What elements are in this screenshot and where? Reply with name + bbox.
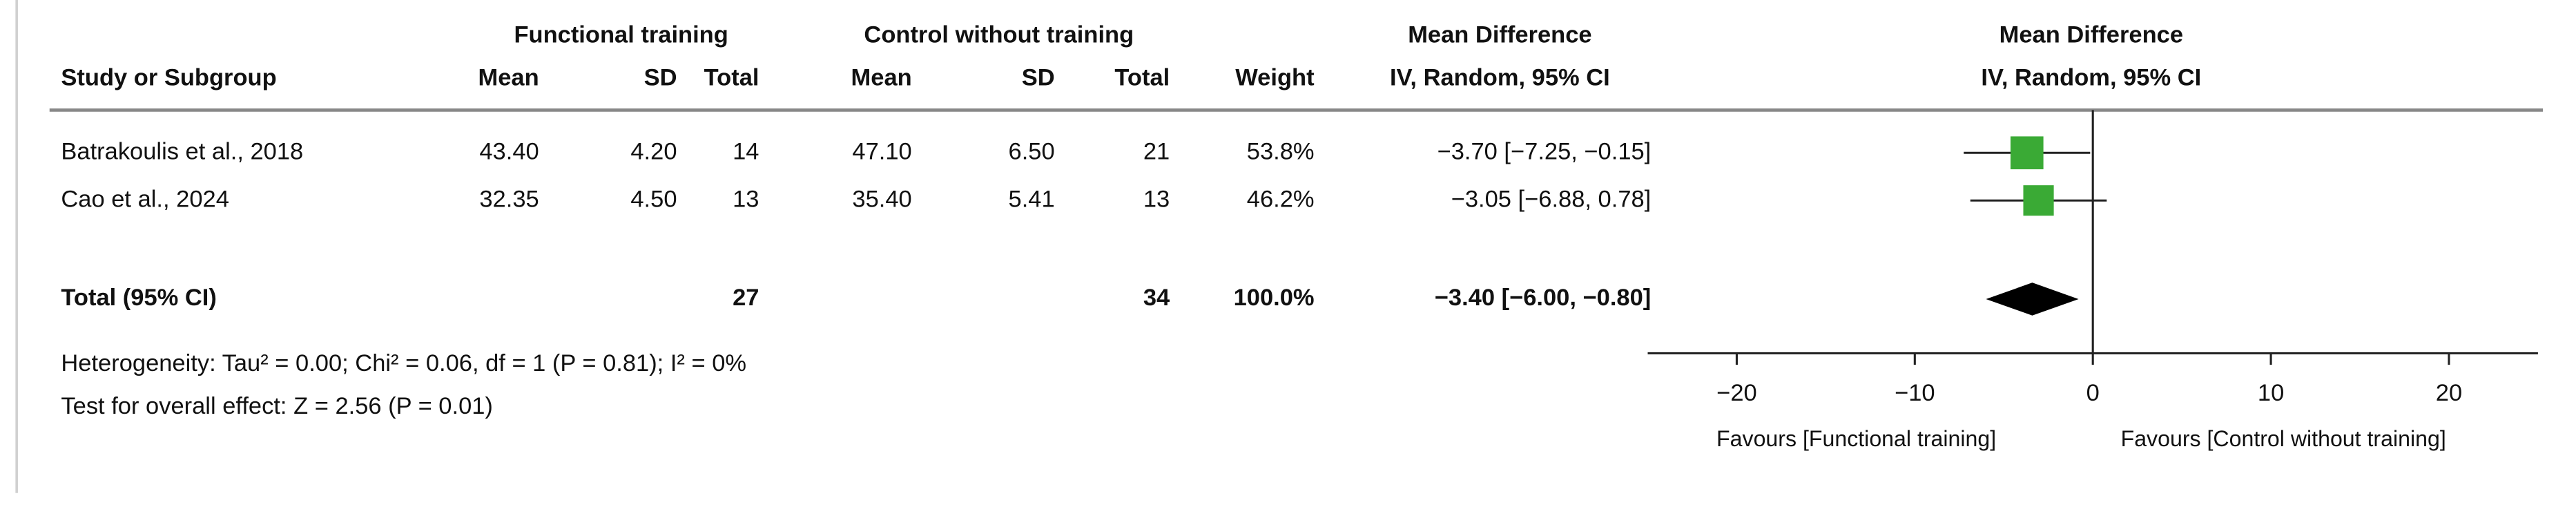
table-cell: 5.41	[1009, 186, 1055, 212]
group-header: Functional training	[514, 21, 728, 48]
table-cell: 35.40	[852, 186, 911, 212]
column-header: IV, Random, 95% CI	[1390, 64, 1610, 90]
column-header: Study or Subgroup	[61, 64, 276, 90]
study-name: Batrakoulis et al., 2018	[61, 138, 303, 164]
x-tick-label: −20	[1716, 380, 1757, 406]
table-cell: 13	[733, 186, 759, 212]
column-header: SD	[1022, 64, 1055, 90]
table-cell: 46.2%	[1247, 186, 1315, 212]
column-header: Mean	[478, 64, 539, 90]
column-header: SD	[644, 64, 677, 90]
group-header: Mean Difference	[1408, 21, 1591, 48]
table-cell: −3.05 [−6.88, 0.78]	[1451, 186, 1652, 212]
study-name: Total (95% CI)	[61, 285, 216, 311]
plot-header: Mean Difference	[1999, 21, 2183, 48]
favours-label: Favours [Functional training]	[1716, 426, 1996, 451]
x-tick-label: 20	[2436, 380, 2462, 406]
x-tick-label: −10	[1895, 380, 1935, 406]
table-cell: 14	[733, 138, 759, 164]
table-cell: 43.40	[479, 138, 539, 164]
plot-header: IV, Random, 95% CI	[1981, 64, 2201, 90]
table-cell: −3.70 [−7.25, −0.15]	[1437, 138, 1652, 164]
column-header: Mean	[851, 64, 912, 90]
table-cell: 47.10	[852, 138, 911, 164]
effect-square	[2023, 185, 2054, 216]
table-cell: 32.35	[479, 186, 539, 212]
column-header: Total	[1114, 64, 1170, 90]
table-cell: −3.40 [−6.00, −0.80]	[1435, 285, 1651, 311]
table-cell: 34	[1143, 285, 1170, 311]
footnote: Test for overall effect: Z = 2.56 (P = 0…	[61, 393, 493, 419]
group-header: Control without training	[864, 21, 1134, 48]
table-cell: 27	[733, 285, 759, 311]
table-cell: 6.50	[1009, 138, 1055, 164]
column-header: Total	[704, 64, 759, 90]
total-diamond	[1986, 283, 2079, 316]
table-cell: 21	[1143, 138, 1170, 164]
table-cell: 13	[1143, 186, 1170, 212]
table-cell: 4.50	[630, 186, 677, 212]
x-tick-label: 10	[2258, 380, 2284, 406]
table-cell: 4.20	[630, 138, 677, 164]
x-tick-label: 0	[2086, 380, 2100, 406]
table-cell: 100.0%	[1234, 285, 1315, 311]
footnote: Heterogeneity: Tau² = 0.00; Chi² = 0.06,…	[61, 350, 746, 376]
study-name: Cao et al., 2024	[61, 186, 229, 212]
favours-label: Favours [Control without training]	[2121, 426, 2446, 451]
effect-square	[2010, 136, 2044, 170]
column-header: Weight	[1235, 64, 1315, 90]
table-cell: 53.8%	[1247, 138, 1315, 164]
